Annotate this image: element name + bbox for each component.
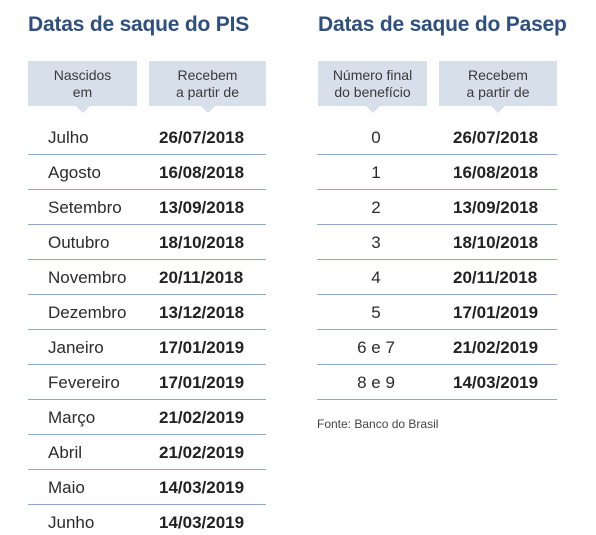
pis-header-born-line1: Nascidos [53, 66, 112, 83]
final-number-cell: 8 e 9 [357, 373, 395, 392]
date-cell: 20/11/2018 [159, 268, 244, 287]
month-cell: Dezembro [48, 303, 127, 322]
date-cell: 21/02/2019 [453, 338, 539, 357]
table-row: Maio 14/03/2019 [28, 470, 266, 505]
pis-header-receive-line2: a partir de [175, 83, 240, 100]
source-note: Fonte: Banco do Brasil [317, 417, 439, 431]
date-cell: 16/08/2018 [159, 163, 245, 182]
pasep-title: Datas de saque do Pasep [318, 13, 567, 36]
table-row: Setembro 13/09/2018 [28, 190, 266, 225]
pasep-table-body: 0 26/07/2018 1 16/08/2018 2 13/09/2018 3 18/… [317, 120, 557, 400]
month-cell: Fevereiro [48, 373, 120, 392]
pasep-header-final-number: Número final do benefício [318, 61, 427, 113]
table-row: 5 17/01/2019 [317, 295, 557, 330]
table-row: 1 16/08/2018 [317, 155, 557, 190]
pis-table-body: Julho 26/07/2018 Agosto 16/08/2018 Setembr… [28, 120, 266, 535]
date-cell: 17/01/2019 [453, 303, 539, 322]
month-cell: Setembro [48, 198, 122, 217]
pasep-header-receive-line2: a partir de [466, 83, 530, 100]
table-row: 8 e 9 14/03/2019 [317, 365, 557, 400]
pis-header-receive: Recebem a partir de [149, 61, 266, 113]
date-cell: 13/09/2018 [453, 198, 539, 217]
final-number-cell: 1 [371, 163, 381, 182]
month-cell: Março [48, 408, 96, 427]
table-row: 3 18/10/2018 [317, 225, 557, 260]
final-number-cell: 5 [371, 303, 381, 322]
month-cell: Novembro [48, 268, 127, 287]
table-row: Novembro 20/11/2018 [28, 260, 266, 295]
final-number-cell: 0 [371, 128, 381, 147]
table-row: Outubro 18/10/2018 [28, 225, 266, 260]
date-cell: 14/03/2019 [159, 513, 245, 532]
date-cell: 17/01/2019 [159, 373, 245, 392]
pis-header-receive-line1: Recebem [177, 66, 238, 83]
table-row: Julho 26/07/2018 [28, 120, 266, 155]
date-cell: 21/02/2019 [159, 443, 245, 462]
table-row: 6 e 7 21/02/2019 [317, 330, 557, 365]
month-cell: Abril [48, 443, 83, 462]
date-cell: 21/02/2019 [159, 408, 245, 427]
month-cell: Maio [48, 478, 85, 497]
table-row: 0 26/07/2018 [317, 120, 557, 155]
date-cell: 18/10/2018 [159, 233, 245, 252]
final-number-cell: 6 e 7 [357, 338, 395, 357]
table-row: Fevereiro 17/01/2019 [28, 365, 266, 400]
month-cell: Janeiro [48, 338, 104, 357]
month-cell: Junho [48, 513, 95, 532]
table-row: Março 21/02/2019 [28, 400, 266, 435]
pasep-header-receive-line1: Recebem [468, 66, 528, 83]
table-row: 2 13/09/2018 [317, 190, 557, 225]
date-cell: 13/09/2018 [159, 198, 245, 217]
date-cell: 17/01/2019 [159, 338, 245, 357]
table-row: Abril 21/02/2019 [28, 435, 266, 470]
date-cell: 20/11/2018 [453, 268, 538, 287]
table-row: Agosto 16/08/2018 [28, 155, 266, 190]
table-row: 4 20/11/2018 [317, 260, 557, 295]
month-cell: Outubro [48, 233, 110, 252]
date-cell: 26/07/2018 [453, 128, 539, 147]
date-cell: 16/08/2018 [453, 163, 539, 182]
pasep-header-final-number-line2: do benefício [334, 83, 411, 100]
pis-title: Datas de saque do PIS [28, 13, 250, 36]
final-number-cell: 2 [371, 198, 381, 217]
table-row: Janeiro 17/01/2019 [28, 330, 266, 365]
final-number-cell: 3 [371, 233, 381, 252]
date-cell: 26/07/2018 [159, 128, 245, 147]
table-row: Dezembro 13/12/2018 [28, 295, 266, 330]
table-row: Junho 14/03/2019 [28, 505, 266, 535]
pasep-header-receive: Recebem a partir de [439, 61, 557, 113]
month-cell: Julho [48, 128, 89, 147]
date-cell: 14/03/2019 [453, 373, 539, 392]
month-cell: Agosto [48, 163, 101, 182]
pis-header-born-line2: em [72, 83, 93, 100]
date-cell: 18/10/2018 [453, 233, 539, 252]
final-number-cell: 4 [371, 268, 381, 287]
date-cell: 14/03/2019 [159, 478, 245, 497]
date-cell: 13/12/2018 [159, 303, 245, 322]
pis-header-born: Nascidos em [28, 61, 137, 113]
pasep-header-final-number-line1: Número final [332, 66, 413, 83]
